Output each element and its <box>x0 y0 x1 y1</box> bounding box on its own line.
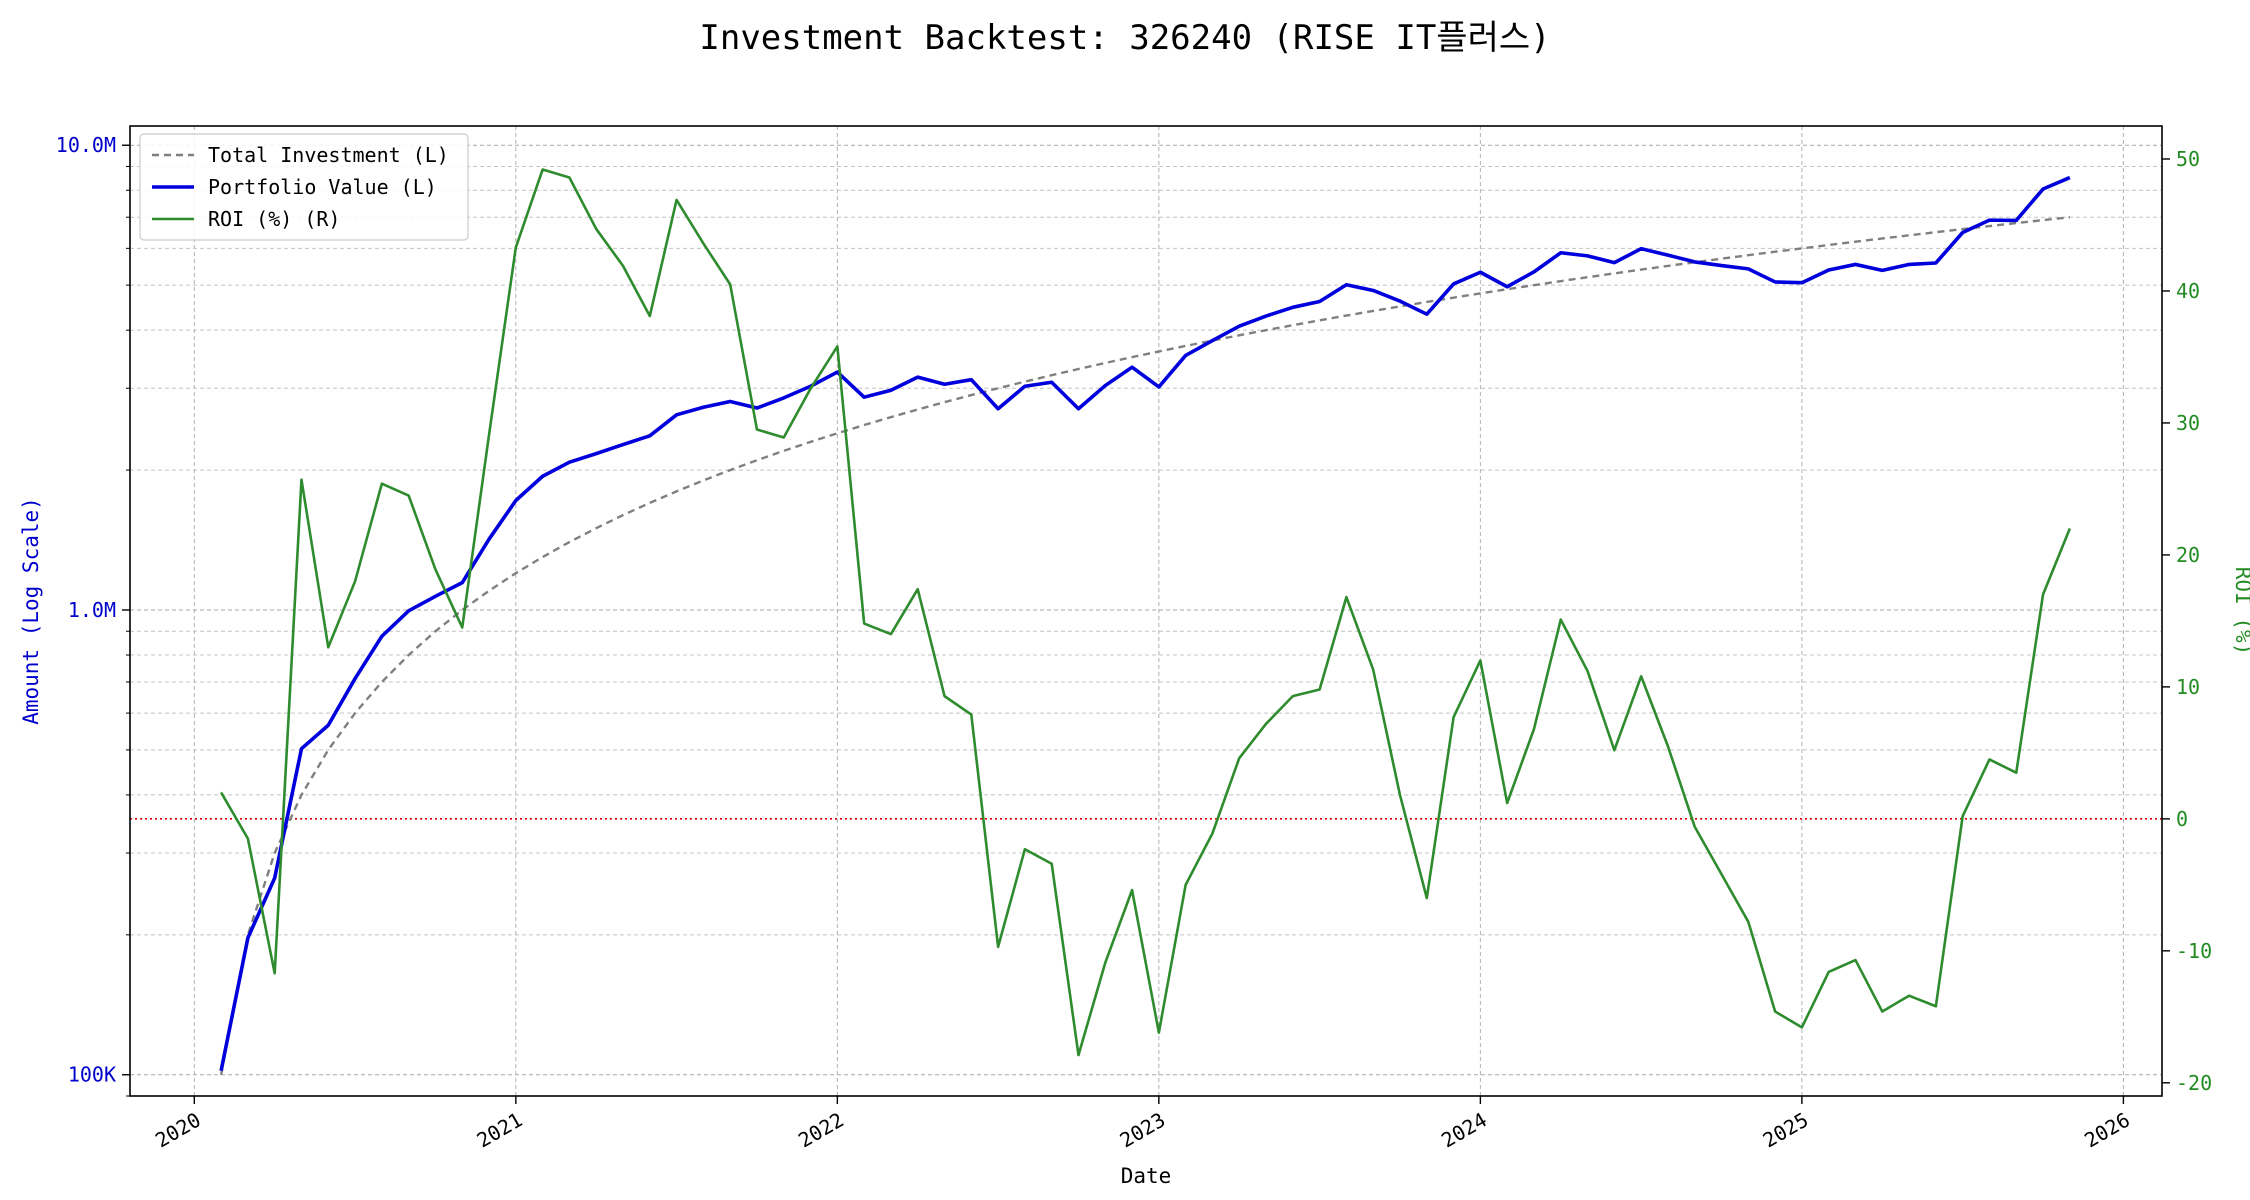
total-investment-line <box>219 216 2070 1075</box>
x-tick-label: 2021 <box>473 1108 527 1153</box>
right-tick-label: 50 <box>2176 147 2200 171</box>
legend-label: Total Investment (L) <box>208 143 449 167</box>
right-tick-label: 0 <box>2176 807 2188 831</box>
right-axis-ticks: -20 -10 0 10 20 30 40 50 <box>2162 147 2212 1095</box>
plot-frame <box>129 125 2163 1097</box>
legend-box <box>139 133 469 241</box>
x-tick-label: 2023 <box>1116 1108 1170 1153</box>
right-tick-label: 10 <box>2176 675 2200 699</box>
x-tick-label: 2025 <box>1759 1108 1813 1153</box>
chart-legend: Total Investment (L) Portfolio Value (L) R… <box>139 133 469 241</box>
left-axis-label: Amount (Log Scale) <box>19 497 43 725</box>
portfolio-value-line <box>219 175 2071 1072</box>
right-tick-label: -20 <box>2176 1071 2212 1095</box>
left-axis-ticks: 100K 1.0M 10.0M <box>56 133 130 1097</box>
left-tick-label: 100K <box>68 1063 116 1087</box>
right-tick-label: 30 <box>2176 411 2200 435</box>
left-tick-label: 10.0M <box>56 133 116 157</box>
x-axis-ticks: 2020 2021 2022 2023 2024 2025 2026 <box>151 1096 2134 1152</box>
series-lines <box>219 168 2072 1075</box>
left-tick-label: 1.0M <box>68 598 116 622</box>
right-tick-label: 20 <box>2176 543 2200 567</box>
x-tick-label: 2022 <box>794 1108 848 1153</box>
grid-lines <box>130 126 2162 1097</box>
right-tick-label: -10 <box>2176 939 2212 963</box>
roi-line <box>219 168 2072 1057</box>
right-tick-label: 40 <box>2176 279 2200 303</box>
legend-label: ROI (%) (R) <box>208 207 340 231</box>
chart-title: Investment Backtest: 326240 (RISE IT플러스) <box>699 18 1550 58</box>
x-tick-label: 2026 <box>2080 1108 2134 1153</box>
x-axis-label: Date <box>1121 1164 1172 1188</box>
right-axis-label: ROI (%) <box>2231 567 2250 656</box>
x-tick-label: 2024 <box>1437 1108 1491 1153</box>
legend-label: Portfolio Value (L) <box>208 175 437 199</box>
x-tick-label: 2020 <box>151 1108 205 1153</box>
